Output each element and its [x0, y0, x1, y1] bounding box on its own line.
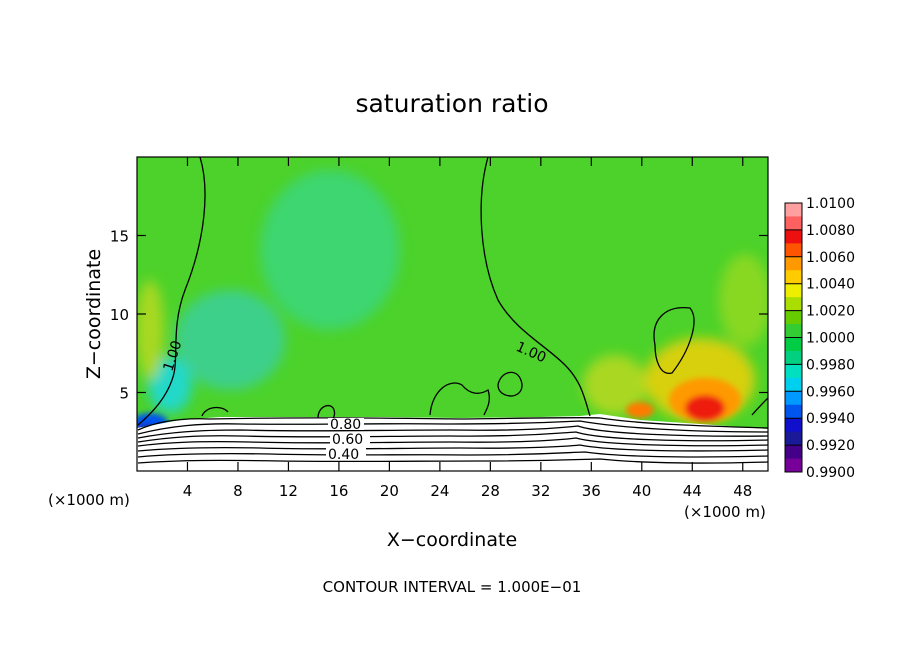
colorbar-label: 0.9960: [806, 384, 855, 400]
chart-title: saturation ratio: [355, 89, 548, 118]
contour-line: [137, 416, 768, 431]
colorbar-swatch: [785, 445, 802, 460]
colorbar-swatch: [785, 350, 802, 365]
colorbar-label: 0.9920: [806, 438, 855, 454]
contour-line: [497, 371, 523, 397]
colorbar-swatch: [785, 229, 802, 244]
colorbar-swatch: [785, 391, 802, 406]
colorbar-swatch: [785, 324, 802, 338]
x-axis: 4 8 12 16 20 24 28 32 36 40 44 48: [183, 157, 752, 500]
colorbar-label: 1.0100: [806, 196, 855, 212]
contour-label-bg: [328, 418, 364, 430]
colorbar: 1.0100 1.0080 1.0060 1.0040 1.0020 1.0000 0.99…: [784, 196, 855, 481]
colorbar-swatch: [785, 203, 802, 217]
y-axis: 5 10 15: [110, 228, 768, 403]
contour-interval-note: CONTOUR INTERVAL = 1.000E−01: [323, 578, 582, 596]
colorbar-label: 1.0080: [806, 223, 855, 239]
field-shade: [719, 254, 768, 346]
colorbar-swatch: [785, 431, 802, 446]
x-unit-left: (×1000 m): [48, 491, 130, 509]
y-tick-label: 10: [110, 306, 129, 324]
contour-line: [137, 444, 768, 452]
contour-line: [137, 420, 768, 435]
colorbar-swatch: [785, 377, 802, 392]
x-tick-label: 36: [582, 482, 601, 500]
colorbar-swatch: [785, 310, 802, 325]
field-shade: [137, 280, 164, 380]
x-axis-label: X−coordinate: [387, 529, 517, 551]
colorbar-label: 1.0060: [806, 250, 855, 266]
colorbar-label: 1.0040: [806, 277, 855, 293]
contour-line: [201, 406, 229, 417]
field-shade: [685, 395, 725, 421]
colorbar-swatch: [785, 243, 802, 258]
x-tick-label: 24: [430, 482, 449, 500]
x-unit-right: (×1000 m): [684, 503, 766, 521]
colorbar-swatch: [785, 337, 802, 352]
contour-line: [137, 437, 768, 447]
x-tick-label: 4: [183, 482, 193, 500]
contour-line: [137, 458, 768, 464]
colorbar-swatch: [785, 270, 802, 285]
contour-line: [751, 397, 768, 416]
x-tick-label: 32: [531, 482, 550, 500]
contour-label: 0.60: [332, 432, 363, 448]
contour-line: [429, 382, 490, 416]
field-shade: [175, 290, 285, 390]
contour-line: [653, 307, 695, 374]
colorbar-swatch: [785, 283, 802, 298]
x-tick-label: 28: [481, 482, 500, 500]
colorbar-label: 1.0000: [806, 331, 855, 347]
contour-line: [137, 425, 768, 439]
colorbar-swatch: [785, 297, 802, 312]
colorbar-swatch: [785, 404, 802, 419]
contour-line: [137, 157, 206, 426]
y-axis-label: Z−coordinate: [83, 249, 105, 379]
colorbar-label: 0.9940: [806, 411, 855, 427]
colorbar-label: 1.0020: [806, 304, 855, 320]
colorbar-swatch: [785, 216, 802, 231]
x-tick-label: 20: [380, 482, 399, 500]
x-tick-label: 40: [632, 482, 651, 500]
colorbar-swatch: [785, 364, 802, 379]
x-tick-label: 48: [733, 482, 752, 500]
contour-lines: [137, 157, 768, 464]
contour-line: [480, 157, 591, 417]
contour-line: [137, 451, 768, 458]
contour-label-bg: [330, 432, 370, 445]
x-tick-label: 16: [329, 482, 348, 500]
x-tick-label: 12: [279, 482, 298, 500]
field-shade: [260, 170, 400, 330]
y-tick-label: 15: [110, 228, 129, 246]
field-shade: [626, 402, 654, 418]
y-tick-label: 5: [119, 385, 129, 403]
contour-line: [137, 431, 768, 443]
x-tick-label: 8: [233, 482, 243, 500]
contour-label: 0.40: [328, 447, 359, 463]
contour-label-bg: [326, 447, 366, 460]
colorbar-label: 0.9980: [806, 357, 855, 373]
x-tick-label: 44: [683, 482, 702, 500]
colorbar-swatch: [785, 458, 802, 473]
colorbar-swatch: [785, 256, 802, 271]
colorbar-swatch: [785, 418, 802, 433]
colorbar-label: 0.9900: [806, 465, 855, 481]
field-shade: [583, 355, 647, 415]
contour-label: 0.80: [330, 417, 361, 433]
